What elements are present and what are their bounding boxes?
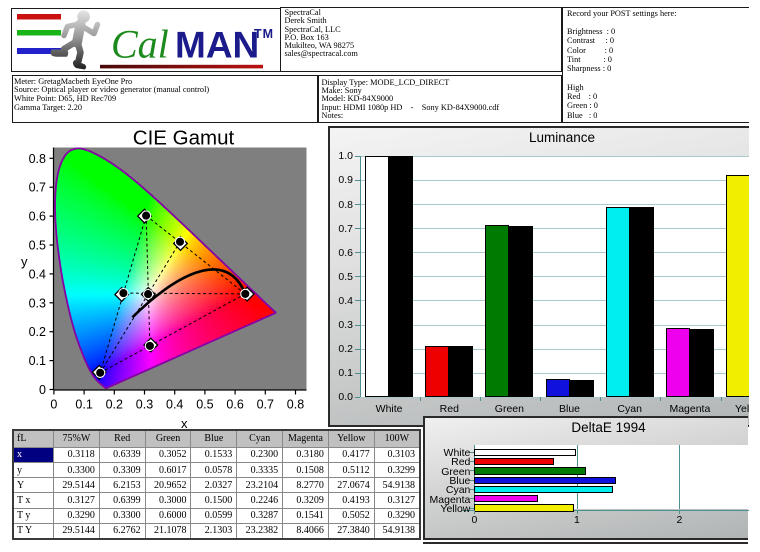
svg-text:0.8: 0.8 xyxy=(29,152,46,166)
svg-text:Cal: Cal xyxy=(111,22,169,67)
svg-text:0.1: 0.1 xyxy=(29,354,46,368)
svg-text:TM: TM xyxy=(254,27,274,41)
svg-text:0.6: 0.6 xyxy=(29,210,46,224)
svg-text:0: 0 xyxy=(39,383,46,397)
svg-text:y: y xyxy=(21,254,28,269)
svg-text:0.5: 0.5 xyxy=(29,239,46,253)
svg-text:CIE Gamut: CIE Gamut xyxy=(133,127,235,150)
svg-text:0.1: 0.1 xyxy=(75,398,92,412)
svg-text:0.2: 0.2 xyxy=(29,325,46,339)
svg-text:0.7: 0.7 xyxy=(257,398,274,412)
svg-text:x: x xyxy=(181,416,188,430)
svg-text:0.3: 0.3 xyxy=(29,296,46,310)
svg-text:0.6: 0.6 xyxy=(226,398,243,412)
svg-text:0.4: 0.4 xyxy=(29,267,46,281)
svg-text:0.4: 0.4 xyxy=(166,398,183,412)
svg-text:0.5: 0.5 xyxy=(196,398,213,412)
svg-text:0.7: 0.7 xyxy=(29,181,46,195)
svg-text:0.8: 0.8 xyxy=(287,398,304,412)
svg-text:0.3: 0.3 xyxy=(136,398,153,412)
svg-text:0: 0 xyxy=(50,398,57,412)
svg-text:0.2: 0.2 xyxy=(106,398,123,412)
svg-text:MAN: MAN xyxy=(175,25,259,66)
